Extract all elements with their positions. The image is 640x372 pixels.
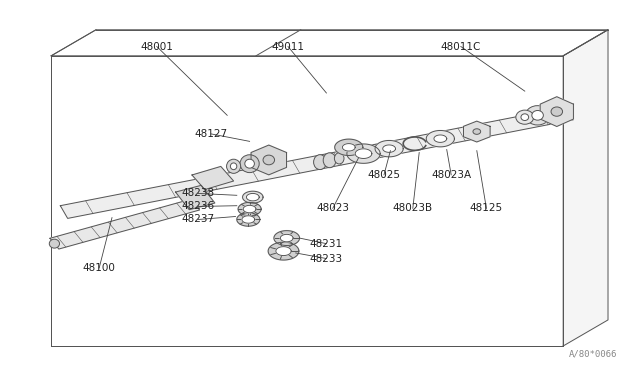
- Polygon shape: [51, 56, 563, 346]
- Ellipse shape: [335, 153, 344, 164]
- Text: 48127: 48127: [195, 129, 228, 139]
- Ellipse shape: [244, 159, 255, 168]
- Polygon shape: [238, 202, 261, 216]
- Text: 48236: 48236: [182, 202, 215, 211]
- Text: 48025: 48025: [367, 170, 401, 180]
- Text: 49011: 49011: [271, 42, 305, 51]
- Polygon shape: [192, 166, 234, 190]
- Polygon shape: [268, 242, 299, 260]
- Ellipse shape: [314, 155, 326, 170]
- Text: 48023: 48023: [316, 203, 349, 213]
- Polygon shape: [175, 185, 215, 210]
- Polygon shape: [426, 131, 454, 147]
- Polygon shape: [246, 193, 259, 201]
- Ellipse shape: [240, 155, 259, 173]
- Polygon shape: [463, 121, 490, 142]
- Ellipse shape: [516, 110, 534, 124]
- Text: 48237: 48237: [182, 215, 215, 224]
- Ellipse shape: [521, 114, 529, 121]
- Polygon shape: [540, 97, 573, 126]
- Ellipse shape: [263, 155, 275, 165]
- Ellipse shape: [473, 129, 481, 134]
- Text: 48100: 48100: [83, 263, 116, 273]
- Text: 48001: 48001: [140, 42, 173, 51]
- Text: 48233: 48233: [310, 254, 343, 263]
- Polygon shape: [243, 205, 256, 213]
- Polygon shape: [51, 30, 608, 56]
- Ellipse shape: [551, 107, 563, 116]
- Polygon shape: [242, 216, 255, 223]
- Text: 48023B: 48023B: [393, 203, 433, 213]
- Polygon shape: [276, 247, 291, 256]
- Polygon shape: [355, 149, 372, 158]
- Text: 48231: 48231: [310, 239, 343, 248]
- Ellipse shape: [525, 106, 550, 125]
- Ellipse shape: [230, 163, 237, 170]
- Polygon shape: [375, 141, 403, 157]
- Polygon shape: [50, 199, 200, 249]
- Text: A/80*0066: A/80*0066: [569, 350, 618, 359]
- Polygon shape: [335, 139, 363, 155]
- Ellipse shape: [323, 153, 336, 168]
- Polygon shape: [251, 145, 287, 175]
- Polygon shape: [243, 191, 263, 203]
- Text: 48023A: 48023A: [431, 170, 471, 180]
- Ellipse shape: [227, 159, 241, 173]
- Ellipse shape: [532, 110, 543, 120]
- Polygon shape: [347, 144, 380, 163]
- Ellipse shape: [49, 239, 60, 248]
- Polygon shape: [60, 107, 573, 218]
- Polygon shape: [342, 144, 355, 151]
- Polygon shape: [237, 213, 260, 226]
- Text: 48011C: 48011C: [440, 42, 481, 51]
- Polygon shape: [274, 231, 300, 246]
- Text: 48125: 48125: [470, 203, 503, 213]
- Text: 48238: 48238: [182, 189, 215, 198]
- Polygon shape: [434, 135, 447, 142]
- Polygon shape: [563, 30, 608, 346]
- Polygon shape: [383, 145, 396, 153]
- Polygon shape: [280, 234, 293, 242]
